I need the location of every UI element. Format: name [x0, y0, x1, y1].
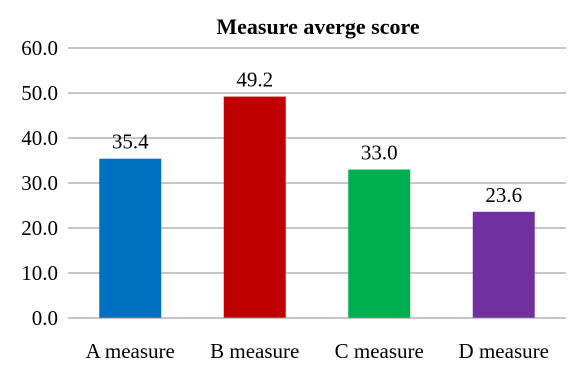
y-tick-label: 0.0 — [32, 306, 58, 330]
x-category-label: A measure — [86, 339, 175, 363]
y-tick-label: 50.0 — [21, 81, 58, 105]
data-label: 35.4 — [112, 130, 149, 154]
x-category-label: B measure — [210, 339, 299, 363]
data-labels: 35.4 49.2 33.0 23.6 — [112, 68, 522, 207]
bars — [99, 96, 535, 318]
bar-a-measure — [99, 158, 162, 318]
x-axis-categories: A measure B measure C measure D measure — [86, 339, 549, 363]
y-tick-label: 60.0 — [21, 36, 58, 60]
data-label: 23.6 — [485, 183, 522, 207]
y-tick-label: 30.0 — [21, 171, 58, 195]
x-category-label: C measure — [335, 339, 424, 363]
y-tick-label: 20.0 — [21, 216, 58, 240]
chart-title: Measure averge score — [216, 14, 419, 39]
y-axis-ticks: 0.0 10.0 20.0 30.0 40.0 50.0 60.0 — [21, 36, 58, 330]
data-label: 33.0 — [361, 141, 398, 165]
y-tick-label: 40.0 — [21, 126, 58, 150]
bar-c-measure — [348, 169, 411, 318]
x-category-label: D measure — [459, 339, 549, 363]
bar-d-measure — [472, 211, 535, 318]
y-tick-label: 10.0 — [21, 261, 58, 285]
bar-b-measure — [223, 96, 286, 318]
data-label: 49.2 — [236, 68, 273, 92]
